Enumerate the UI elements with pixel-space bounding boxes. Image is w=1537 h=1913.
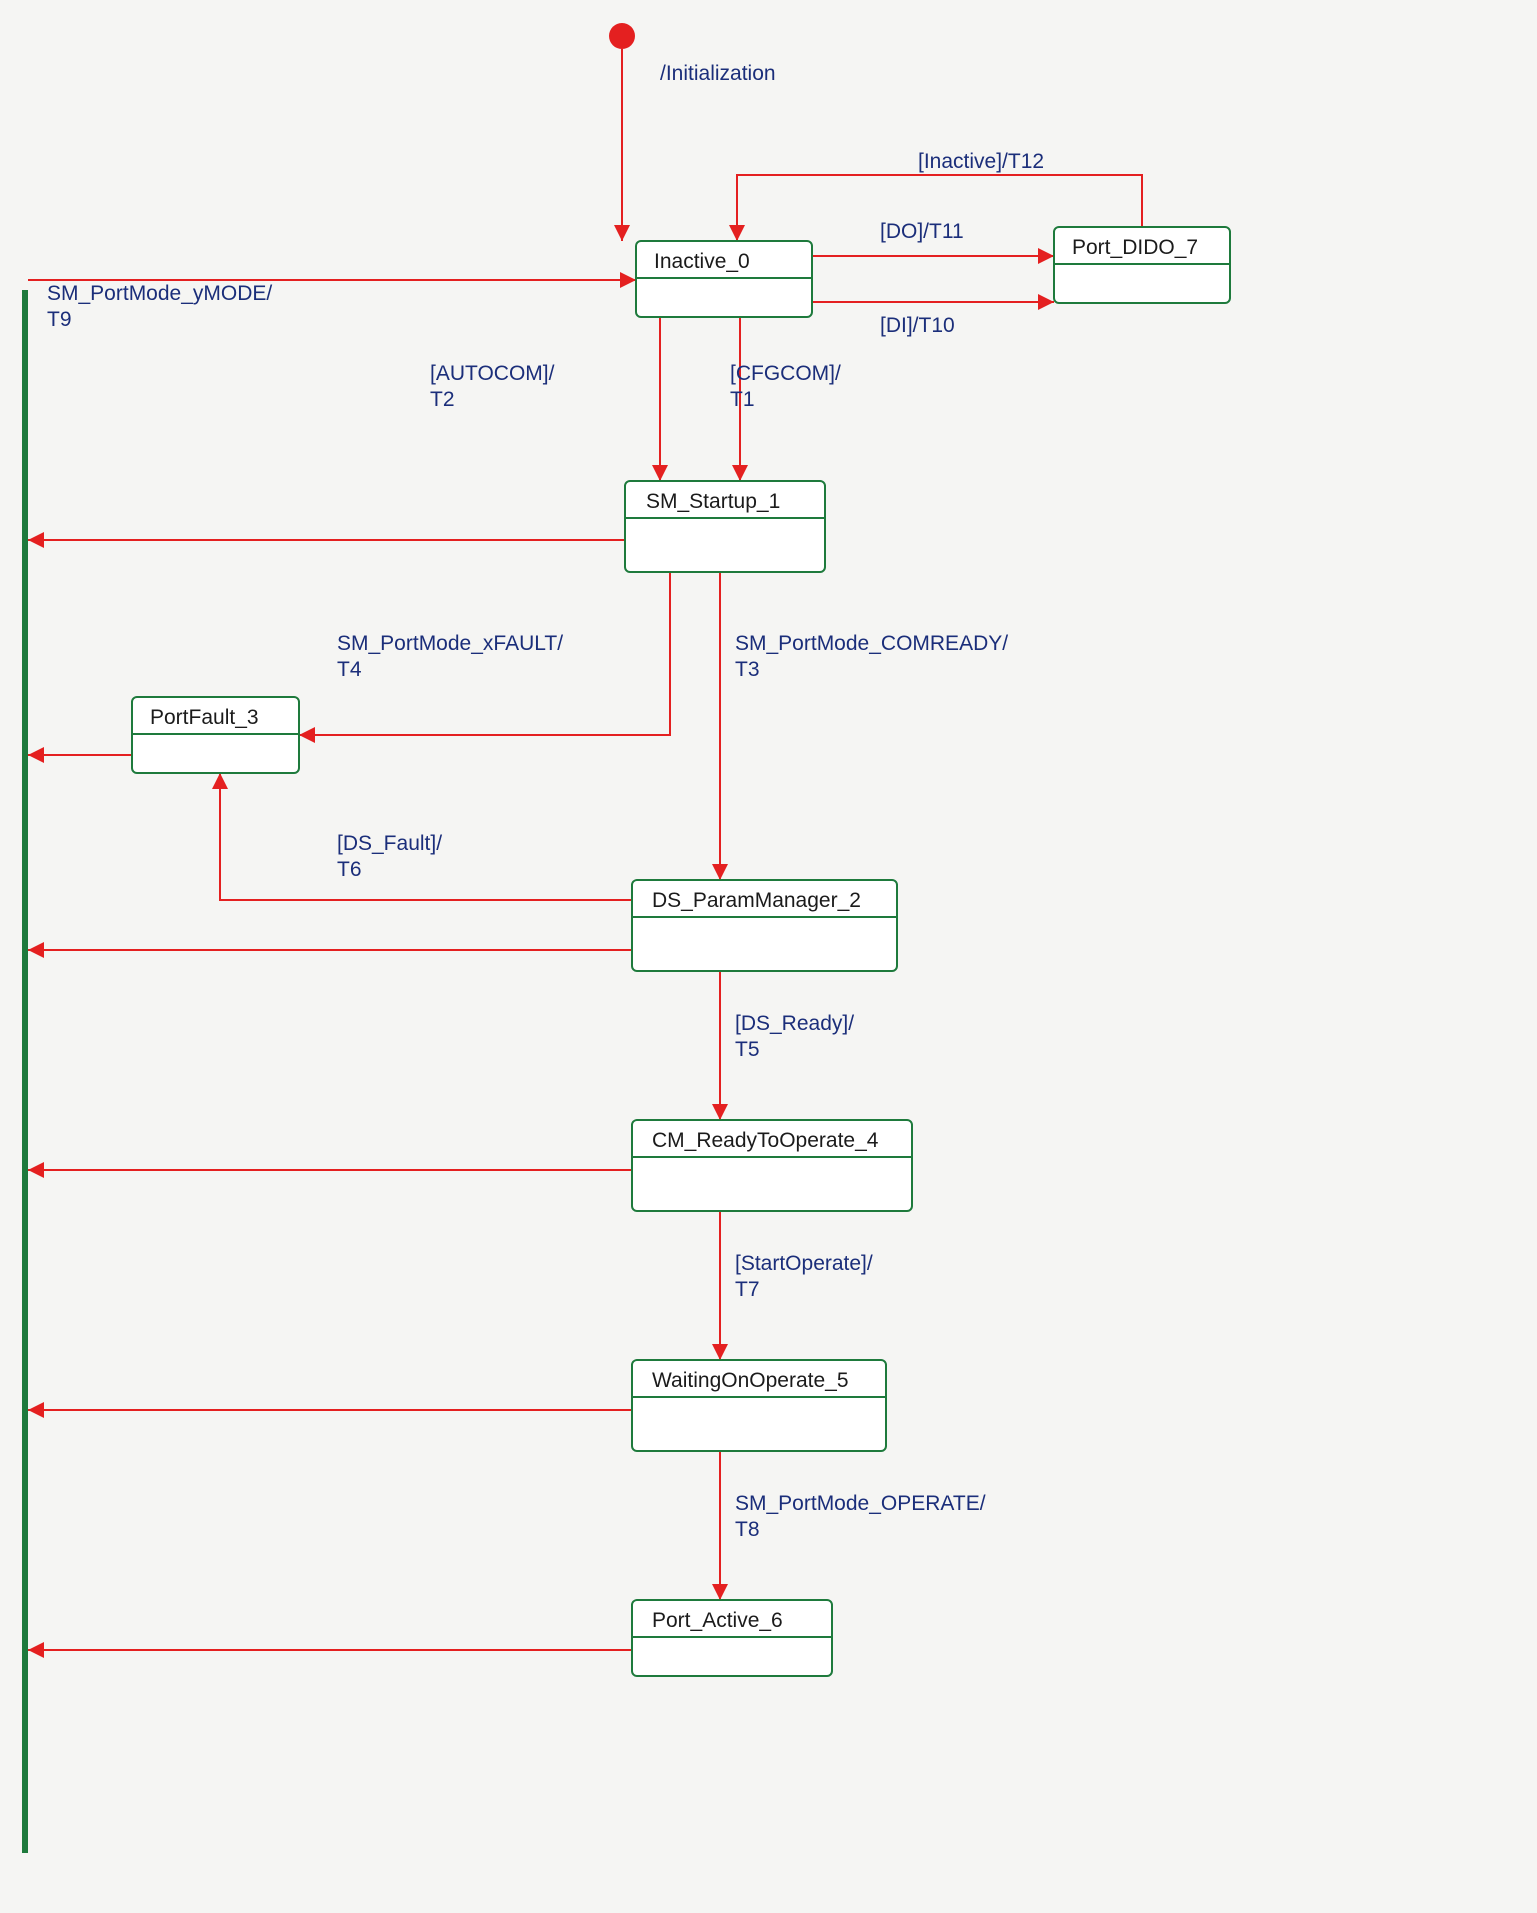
arrowhead-sm1_out (28, 532, 44, 548)
initial-label: /Initialization (660, 62, 776, 85)
trans-label-t8: SM_PortMode_OPERATE/ (735, 1492, 986, 1515)
initial-state (609, 23, 635, 49)
arrowhead-t2 (652, 465, 668, 481)
arrowhead-t6 (212, 773, 228, 789)
arrowhead-t4 (299, 727, 315, 743)
trans-label2-t1: T1 (730, 388, 755, 411)
trans-label2-t9_in: T9 (47, 308, 72, 331)
state-label-WaitingOnOperate_5: WaitingOnOperate_5 (652, 1369, 849, 1392)
state-diagram: Inactive_0 Port_DIDO_7 SM_Startup_1 PortFau… (0, 0, 1537, 1913)
trans-label2-t7: T7 (735, 1278, 760, 1301)
arrowhead-t9_in (620, 272, 636, 288)
arrowhead-pa_out (28, 1642, 44, 1658)
trans-label-t4: SM_PortMode_xFAULT/ (337, 632, 563, 655)
trans-label-t10: [DI]/T10 (880, 314, 955, 337)
arrowhead-pf_out (28, 747, 44, 763)
trans-label-t5: [DS_Ready]/ (735, 1012, 854, 1035)
arrowhead-t11 (1038, 248, 1054, 264)
state-label-PortFault_3: PortFault_3 (150, 706, 259, 729)
arrowhead-woo_out (28, 1402, 44, 1418)
trans-label2-t8: T8 (735, 1518, 760, 1541)
trans-label-t6: [DS_Fault]/ (337, 832, 442, 855)
arrowhead-cro_out (28, 1162, 44, 1178)
trans-label2-t4: T4 (337, 658, 362, 681)
trans-label-t12: [Inactive]/T12 (918, 150, 1044, 173)
arrowhead-init (614, 225, 630, 241)
state-label-Port_DIDO_7: Port_DIDO_7 (1072, 236, 1198, 259)
state-label-CM_ReadyToOperate_4: CM_ReadyToOperate_4 (652, 1129, 879, 1152)
trans-label2-t3: T3 (735, 658, 760, 681)
trans-label-t7: [StartOperate]/ (735, 1252, 873, 1275)
trans-label-t11: [DO]/T11 (880, 220, 964, 243)
trans-label-t1: [CFGCOM]/ (730, 362, 841, 385)
trans-label2-t2: T2 (430, 388, 455, 411)
trans-label2-t5: T5 (735, 1038, 760, 1061)
trans-label-t3: SM_PortMode_COMREADY/ (735, 632, 1008, 655)
arrowhead-t8 (712, 1584, 728, 1600)
arrowhead-t7 (712, 1344, 728, 1360)
arrowhead-t10 (1038, 294, 1054, 310)
trans-label-t2: [AUTOCOM]/ (430, 362, 555, 385)
arrowhead-t5 (712, 1104, 728, 1120)
arrowhead-t12 (729, 225, 745, 241)
arrowhead-t3 (712, 864, 728, 880)
trans-label2-t6: T6 (337, 858, 362, 881)
state-label-Inactive_0: Inactive_0 (654, 250, 750, 273)
arrowhead-t1 (732, 465, 748, 481)
arrowhead-dpm_out (28, 942, 44, 958)
state-label-Port_Active_6: Port_Active_6 (652, 1609, 783, 1632)
state-label-SM_Startup_1: SM_Startup_1 (646, 490, 780, 513)
state-label-DS_ParamManager_2: DS_ParamManager_2 (652, 889, 861, 912)
trans-label-t9_in: SM_PortMode_yMODE/ (47, 282, 272, 305)
